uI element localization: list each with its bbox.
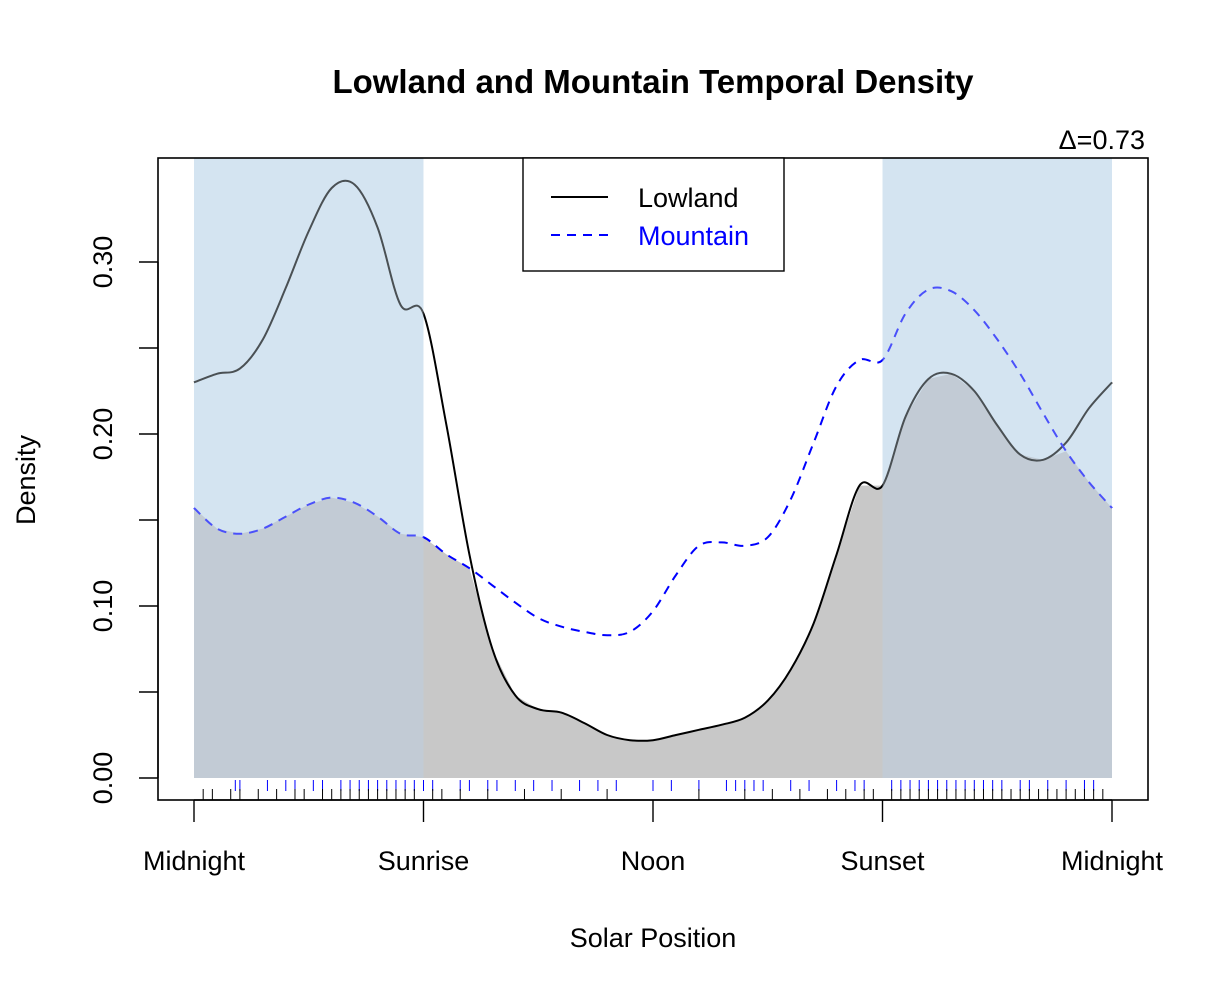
chart-title: Lowland and Mountain Temporal Density bbox=[332, 63, 974, 100]
legend-box bbox=[522, 157, 785, 272]
rug-marks bbox=[202, 780, 1104, 800]
overlap-area bbox=[194, 373, 1112, 778]
x-axis: Midnight Sunrise Noon Sunset Midnight bbox=[143, 799, 1164, 876]
overlap-fill-night bbox=[194, 373, 1112, 778]
y-tick-label-2: 0.10 bbox=[88, 580, 118, 633]
x-tick-label-4: Midnight bbox=[1061, 846, 1164, 876]
y-tick-label-6: 0.30 bbox=[88, 236, 118, 289]
x-tick-label-3: Sunset bbox=[840, 846, 925, 876]
overlap-fill-day bbox=[423, 485, 883, 778]
overlap-coefficient-label: Δ=0.73 bbox=[1059, 125, 1145, 155]
y-tick-label-4: 0.20 bbox=[88, 408, 118, 461]
night-tint-night-a bbox=[194, 158, 424, 778]
line-lowland bbox=[193, 179, 1113, 742]
legend-label-mountain: Mountain bbox=[638, 221, 749, 251]
y-axis: 0.00 0.10 0.20 0.30 bbox=[88, 236, 159, 805]
night-tint-night-b bbox=[882, 158, 1112, 778]
x-tick-label-1: Sunrise bbox=[378, 846, 470, 876]
legend: Lowland Mountain bbox=[522, 157, 785, 272]
x-axis-title: Solar Position bbox=[570, 923, 737, 953]
density-lines bbox=[193, 158, 1113, 778]
x-tick-label-2: Noon bbox=[621, 846, 686, 876]
x-tick-label-0: Midnight bbox=[143, 846, 246, 876]
legend-label-lowland: Lowland bbox=[638, 183, 739, 213]
y-axis-title: Density bbox=[11, 434, 41, 525]
y-tick-label-0: 0.00 bbox=[88, 752, 118, 805]
